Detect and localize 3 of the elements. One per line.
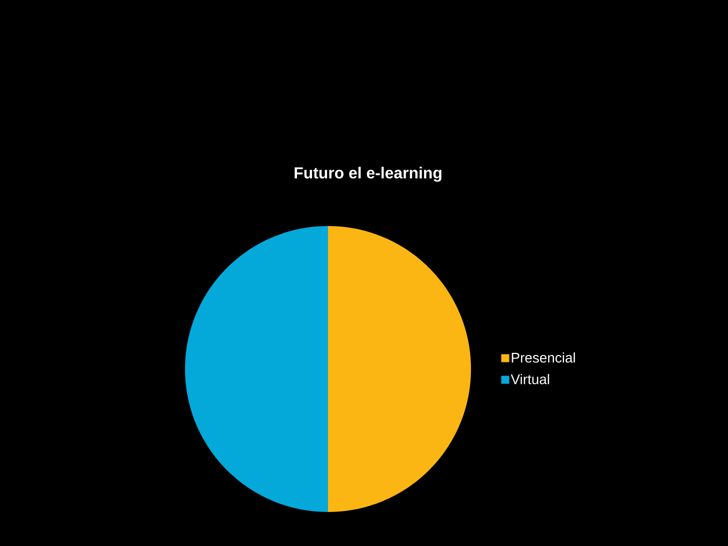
legend-label: Presencial [512,352,575,363]
legend-label: Virtual [510,374,550,384]
chart-title: Futuro el e-learning [294,166,442,182]
